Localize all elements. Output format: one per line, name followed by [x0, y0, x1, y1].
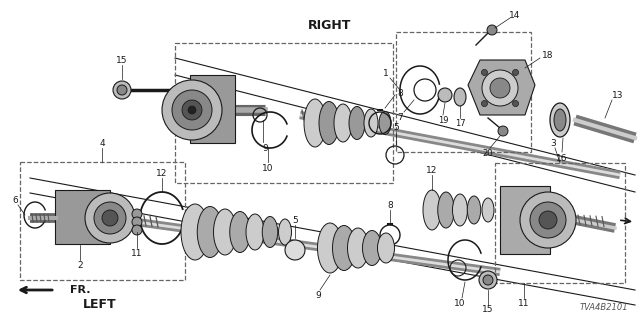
Text: FR.: FR.	[70, 285, 90, 295]
Circle shape	[513, 69, 518, 76]
Bar	[20, 162, 185, 280]
Ellipse shape	[554, 109, 566, 131]
Text: 17: 17	[454, 118, 465, 127]
Ellipse shape	[438, 192, 454, 228]
Circle shape	[162, 80, 222, 140]
Ellipse shape	[349, 107, 365, 140]
Ellipse shape	[467, 196, 481, 224]
Circle shape	[85, 193, 135, 243]
Circle shape	[132, 209, 142, 219]
Ellipse shape	[197, 206, 223, 258]
Circle shape	[188, 106, 196, 114]
Circle shape	[539, 211, 557, 229]
Ellipse shape	[362, 230, 381, 266]
Text: 10: 10	[262, 164, 274, 172]
Circle shape	[481, 100, 488, 107]
Ellipse shape	[482, 198, 494, 222]
Ellipse shape	[452, 194, 467, 226]
Bar	[396, 32, 531, 152]
Text: 7: 7	[397, 113, 403, 122]
Circle shape	[479, 271, 497, 289]
Text: 15: 15	[483, 306, 493, 315]
Text: 20: 20	[483, 148, 493, 157]
Bar	[190, 75, 235, 143]
Circle shape	[490, 78, 510, 98]
Text: 5: 5	[292, 215, 298, 225]
Ellipse shape	[181, 204, 209, 260]
Ellipse shape	[364, 109, 378, 137]
Ellipse shape	[378, 233, 394, 263]
Circle shape	[132, 217, 142, 227]
Text: 8: 8	[397, 89, 403, 98]
Text: TVA4B2101: TVA4B2101	[579, 303, 628, 312]
Text: 1: 1	[383, 68, 389, 77]
Text: 13: 13	[612, 91, 624, 100]
Text: RIGHT: RIGHT	[308, 19, 352, 31]
Bar	[175, 43, 393, 183]
Circle shape	[285, 240, 305, 260]
Ellipse shape	[262, 217, 278, 247]
Ellipse shape	[334, 104, 352, 142]
Text: 12: 12	[426, 165, 438, 174]
Text: 8: 8	[387, 201, 393, 210]
Ellipse shape	[319, 101, 339, 145]
Ellipse shape	[278, 219, 291, 245]
Circle shape	[513, 100, 518, 107]
Circle shape	[117, 85, 127, 95]
Text: 9: 9	[262, 143, 268, 153]
Circle shape	[483, 275, 493, 285]
Text: 9: 9	[315, 291, 321, 300]
Polygon shape	[468, 60, 535, 115]
Bar	[55, 190, 110, 244]
Text: 2: 2	[77, 260, 83, 269]
Circle shape	[438, 88, 452, 102]
Circle shape	[498, 126, 508, 136]
Circle shape	[481, 69, 488, 76]
Text: 4: 4	[99, 139, 105, 148]
Ellipse shape	[348, 228, 369, 268]
Circle shape	[113, 81, 131, 99]
Text: 14: 14	[509, 11, 521, 20]
Text: 10: 10	[454, 299, 466, 308]
Ellipse shape	[333, 226, 355, 270]
Ellipse shape	[230, 212, 250, 252]
Text: 11: 11	[131, 250, 143, 259]
Circle shape	[94, 202, 126, 234]
Bar	[500, 186, 550, 254]
Ellipse shape	[304, 99, 326, 147]
Circle shape	[487, 25, 497, 35]
Ellipse shape	[454, 88, 466, 106]
Ellipse shape	[550, 103, 570, 137]
Circle shape	[530, 202, 566, 238]
Text: LEFT: LEFT	[83, 299, 117, 311]
Bar	[495, 163, 625, 283]
Ellipse shape	[423, 190, 441, 230]
Text: 6: 6	[12, 196, 18, 204]
Circle shape	[132, 225, 142, 235]
Text: 18: 18	[542, 51, 554, 60]
Text: 16: 16	[556, 154, 568, 163]
Text: 3: 3	[550, 139, 556, 148]
Ellipse shape	[317, 223, 342, 273]
Text: 5: 5	[393, 123, 399, 132]
Circle shape	[172, 90, 212, 130]
Circle shape	[102, 210, 118, 226]
Text: 11: 11	[518, 299, 530, 308]
Circle shape	[520, 192, 576, 248]
Text: 12: 12	[156, 169, 168, 178]
Ellipse shape	[246, 214, 264, 250]
Ellipse shape	[379, 111, 391, 134]
Circle shape	[182, 100, 202, 120]
Text: 15: 15	[116, 55, 128, 65]
Circle shape	[482, 70, 518, 106]
Text: 19: 19	[438, 116, 448, 124]
Ellipse shape	[214, 209, 237, 255]
